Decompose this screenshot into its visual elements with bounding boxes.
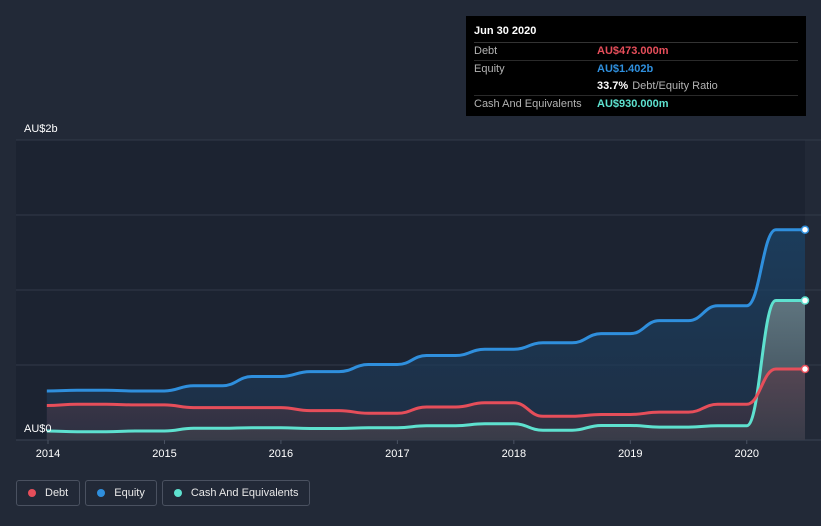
x-tick-label-2019: 2019 bbox=[618, 448, 642, 460]
tooltip-debt-label: Debt bbox=[474, 45, 498, 57]
tooltip-date: Jun 30 2020 bbox=[474, 24, 798, 43]
tooltip-debt-row: Debt AU$473.000m bbox=[474, 43, 798, 61]
legend-label-cash: Cash And Equivalents bbox=[190, 487, 299, 499]
tooltip-cash-value: AU$930.000m bbox=[597, 98, 669, 110]
tooltip-debt-value: AU$473.000m bbox=[597, 45, 669, 57]
legend-dot-cash bbox=[173, 489, 182, 497]
x-axis-ticks: 2014 2015 2016 2017 2018 2019 2020 bbox=[36, 440, 759, 460]
x-tick-label-2016: 2016 bbox=[269, 448, 293, 460]
legend-item-cash[interactable]: Cash And Equivalents bbox=[161, 480, 311, 506]
legend-label-equity: Equity bbox=[114, 487, 145, 499]
x-tick-label-2014: 2014 bbox=[36, 448, 60, 460]
tooltip-panel: Jun 30 2020 Debt AU$473.000m Equity AU$1… bbox=[466, 16, 806, 116]
legend-item-debt[interactable]: Debt bbox=[16, 480, 81, 506]
tooltip-equity-value: AU$1.402b bbox=[597, 63, 654, 75]
x-tick-label-2017: 2017 bbox=[385, 448, 409, 460]
end-marker-debt bbox=[800, 364, 810, 374]
y-axis-bottom-label: AU$0 bbox=[24, 423, 52, 435]
x-tick-label-2020: 2020 bbox=[735, 448, 759, 460]
tooltip-cash-row: Cash And Equivalents AU$930.000m bbox=[474, 96, 798, 113]
tooltip-cash-label: Cash And Equivalents bbox=[474, 98, 582, 110]
end-marker-equity bbox=[800, 225, 810, 234]
tooltip-equity-row: Equity AU$1.402b bbox=[474, 61, 798, 78]
line-debt bbox=[46, 367, 805, 418]
tooltip-ratio-value: 33.7% bbox=[597, 80, 629, 92]
x-tick-label-2015: 2015 bbox=[152, 448, 176, 460]
line-equity bbox=[46, 228, 805, 393]
series-lines bbox=[46, 228, 805, 434]
y-axis-top-label: AU$2b bbox=[24, 123, 58, 135]
legend-item-equity[interactable]: Equity bbox=[85, 480, 157, 506]
legend-dot-debt bbox=[28, 489, 36, 497]
legend-label-debt: Debt bbox=[45, 487, 69, 499]
area-equity bbox=[46, 229, 805, 440]
legend-dot-equity bbox=[97, 489, 106, 497]
tooltip-equity-label: Equity bbox=[474, 63, 505, 75]
end-marker-cash-and-equivalents bbox=[800, 296, 810, 305]
tooltip-ratio-label: Debt/Equity Ratio bbox=[632, 80, 718, 92]
area-debt bbox=[46, 369, 805, 440]
series-end-markers bbox=[800, 225, 810, 374]
x-tick-label-2018: 2018 bbox=[502, 448, 526, 460]
chart-legend: Debt Equity Cash And Equivalents bbox=[16, 480, 311, 506]
tooltip-ratio-row: 33.7% Debt/Equity Ratio bbox=[474, 78, 798, 96]
line-cash-and-equivalents bbox=[46, 299, 805, 434]
